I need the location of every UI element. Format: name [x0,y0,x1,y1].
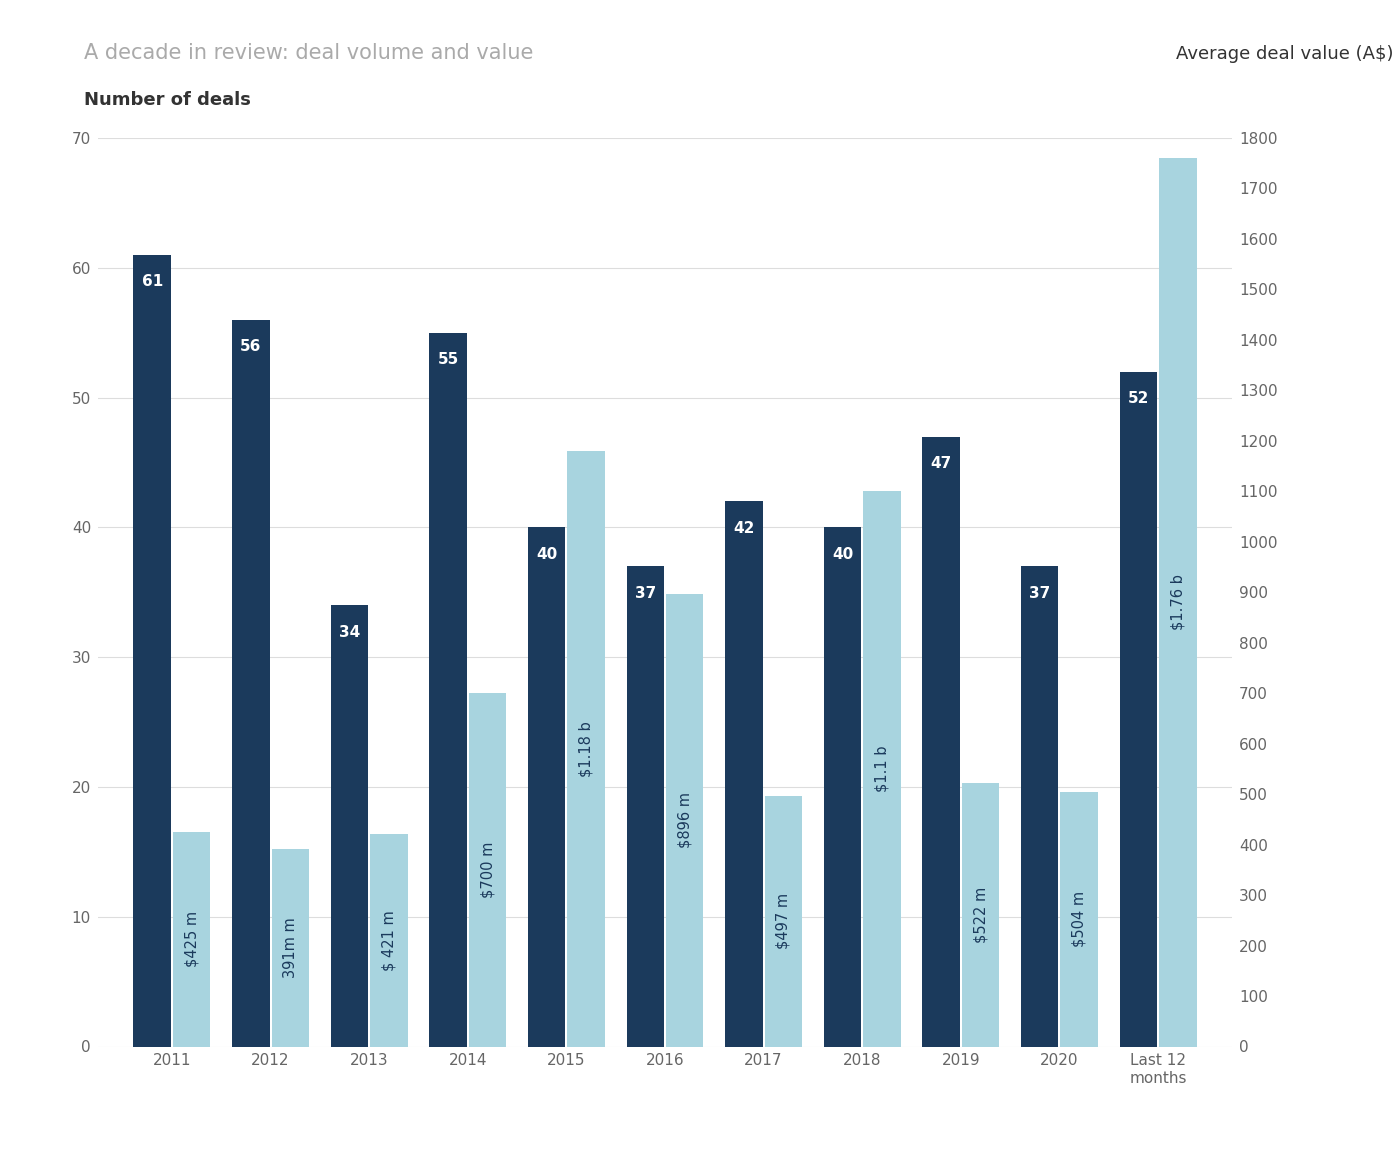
Text: 34: 34 [339,624,360,639]
Bar [864,491,900,1046]
Bar [133,255,171,1046]
Text: $1.18 b: $1.18 b [578,721,594,776]
Text: Number of deals: Number of deals [84,91,251,109]
Bar [725,501,763,1046]
Bar [1060,792,1098,1046]
Text: $522 m: $522 m [973,887,988,943]
Bar [666,595,703,1046]
Text: 37: 37 [1029,585,1050,600]
Text: 391m m: 391m m [283,918,298,979]
Text: $425 m: $425 m [185,911,199,967]
Text: A decade in review: deal volume and value: A decade in review: deal volume and valu… [84,44,533,63]
Text: 37: 37 [634,585,657,600]
Text: Average deal value (A$): Average deal value (A$) [1176,45,1393,63]
Bar [923,437,960,1046]
Bar [528,528,566,1046]
Bar [272,849,309,1046]
Bar [1021,566,1058,1046]
Text: 61: 61 [141,275,162,290]
Bar [1159,159,1197,1046]
Text: $700 m: $700 m [480,842,496,898]
Bar [174,831,210,1046]
Bar [469,693,507,1046]
Text: $ 421 m: $ 421 m [381,910,396,971]
Bar [232,320,270,1046]
Text: 56: 56 [241,339,262,354]
Bar [962,783,1000,1046]
Text: $504 m: $504 m [1071,891,1086,948]
Bar [764,796,802,1046]
Bar [823,528,861,1046]
Text: 55: 55 [437,352,459,367]
Text: $1.76 b: $1.76 b [1170,574,1186,630]
Text: 40: 40 [536,547,557,562]
Text: $896 m: $896 m [678,792,692,849]
Text: $1.1 b: $1.1 b [875,745,889,792]
Bar [567,451,605,1046]
Bar [627,566,664,1046]
Text: $497 m: $497 m [776,894,791,949]
Bar [1120,371,1156,1046]
Bar [330,605,368,1046]
Text: 40: 40 [832,547,853,562]
Bar [370,834,407,1046]
Text: 42: 42 [734,521,755,536]
Text: 47: 47 [931,455,952,472]
Text: 52: 52 [1127,391,1149,406]
Bar [430,332,466,1046]
